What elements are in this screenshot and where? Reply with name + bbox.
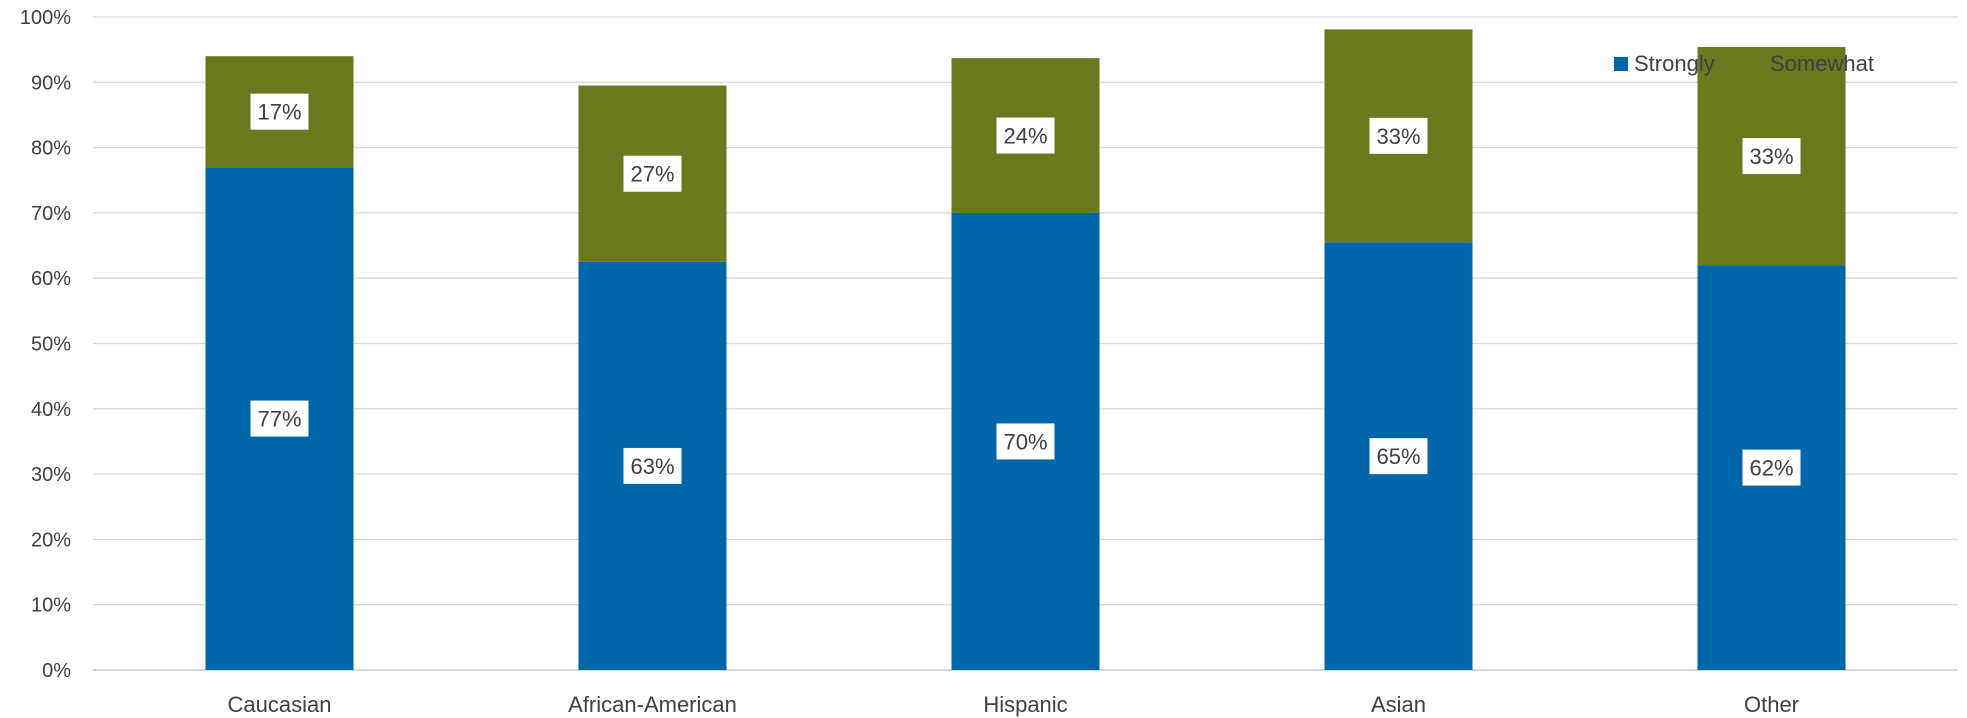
data-label-somewhat: 24% xyxy=(996,117,1055,154)
data-label-text: 77% xyxy=(257,407,301,432)
x-category-label: Hispanic xyxy=(983,692,1067,717)
data-label-text: 63% xyxy=(630,454,674,479)
legend-label: Somewhat xyxy=(1770,51,1874,76)
data-label-box xyxy=(1742,449,1801,486)
data-label-somewhat: 17% xyxy=(250,93,309,130)
y-tick-label: 90% xyxy=(31,72,71,94)
data-label-strongly: 65% xyxy=(1369,438,1428,475)
y-tick-label: 100% xyxy=(20,7,71,29)
data-label-box xyxy=(623,447,682,484)
data-label-box xyxy=(1369,117,1428,154)
data-label-box xyxy=(996,117,1055,154)
legend-swatch xyxy=(1614,57,1628,71)
y-tick-label: 50% xyxy=(31,334,71,356)
y-tick-label: 20% xyxy=(31,529,71,551)
data-label-box xyxy=(1742,138,1801,175)
x-axis-category-labels: Caucasian African-American Hispanic Asian Ot… xyxy=(228,692,1799,717)
data-label-text: 62% xyxy=(1749,456,1793,481)
legend-item-strongly: Strongly xyxy=(1614,51,1715,76)
legend: Strongly Somewhat xyxy=(1614,51,1874,76)
data-label-somewhat: 33% xyxy=(1369,117,1428,154)
data-label-strongly: 62% xyxy=(1742,449,1801,486)
data-label-box xyxy=(623,155,682,192)
x-category-label: Other xyxy=(1744,692,1799,717)
data-label-text: 33% xyxy=(1376,124,1420,149)
data-label-box xyxy=(250,400,309,437)
y-axis-tick-labels: 0% 10% 20% 30% 40% 50% 60% 70% 80% 90% 100% xyxy=(20,7,71,682)
data-label-text: 70% xyxy=(1003,429,1047,454)
data-label-somewhat: 33% xyxy=(1742,138,1801,175)
data-label-text: 27% xyxy=(630,162,674,187)
data-labels: 77% 17% 63% 27% 70% 24% 65% 33% 62% 33% xyxy=(250,93,1801,486)
data-label-text: 24% xyxy=(1003,124,1047,149)
data-label-text: 65% xyxy=(1376,444,1420,469)
x-category-label: Caucasian xyxy=(228,692,332,717)
data-label-text: 17% xyxy=(257,100,301,125)
data-label-somewhat: 27% xyxy=(623,155,682,192)
y-tick-label: 40% xyxy=(31,399,71,421)
legend-label: Strongly xyxy=(1634,51,1715,76)
legend-swatch xyxy=(1750,57,1764,71)
legend-item-somewhat: Somewhat xyxy=(1750,51,1874,76)
y-tick-label: 10% xyxy=(31,595,71,617)
y-tick-label: 0% xyxy=(42,660,71,682)
data-label-box xyxy=(996,423,1055,460)
data-label-strongly: 63% xyxy=(623,447,682,484)
y-tick-label: 30% xyxy=(31,464,71,486)
data-label-strongly: 77% xyxy=(250,400,309,437)
data-label-text: 33% xyxy=(1749,144,1793,169)
x-category-label: Asian xyxy=(1371,692,1426,717)
y-tick-label: 80% xyxy=(31,138,71,160)
x-category-label: African-American xyxy=(568,692,737,717)
y-tick-label: 60% xyxy=(31,268,71,290)
data-label-box xyxy=(1369,438,1428,475)
data-label-strongly: 70% xyxy=(996,423,1055,460)
data-label-box xyxy=(250,93,309,130)
y-tick-label: 70% xyxy=(31,203,71,225)
